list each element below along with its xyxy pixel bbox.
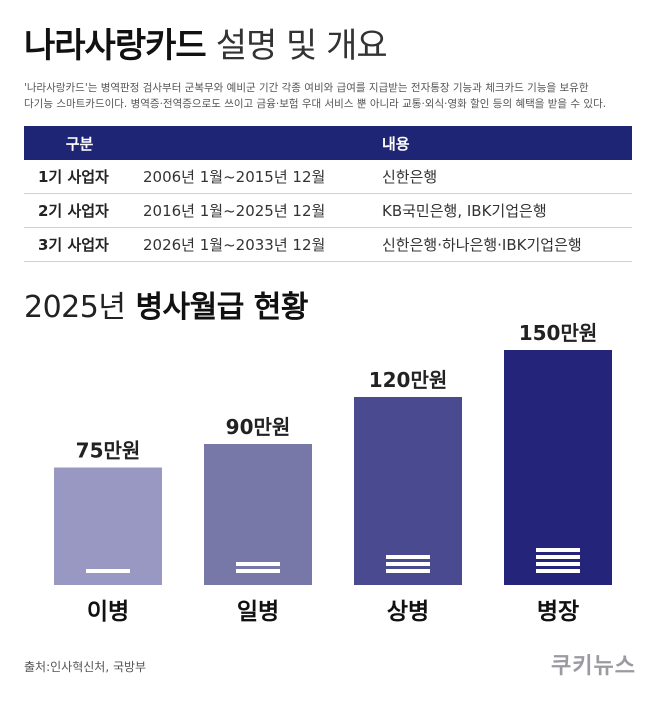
table-cell-phase: 3기 사업자 — [24, 227, 135, 262]
table-header-content: 내용 — [374, 126, 632, 160]
bar-3 — [354, 397, 462, 585]
rank-stripe — [536, 555, 580, 559]
table-row: 2기 사업자 2016년 1월~2025년 12월 KB국민은행, IBK기업은… — [24, 193, 632, 228]
rank-stripe — [536, 548, 580, 552]
table-cell-period: 2026년 1월~2033년 12월 — [135, 227, 374, 262]
description: '나라사랑카드'는 병역판정 검사부터 군복무와 예비군 기간 각종 여비와 급… — [24, 80, 634, 112]
bar-4 — [504, 350, 612, 585]
chart-title-bold: 병사월급 현황 — [135, 290, 308, 325]
rank-stripe — [536, 562, 580, 566]
table-row: 1기 사업자 2006년 1월~2015년 12월 신한은행 — [24, 160, 632, 194]
value-label: 75만원 — [76, 439, 141, 463]
table-row: 3기 사업자 2026년 1월~2033년 12월 신한은행·하나은행·IBK기… — [24, 227, 632, 262]
publisher-logo: 쿠키뉴스 — [551, 654, 636, 679]
bar-1 — [54, 467, 162, 585]
source-note: 출처:인사혁신처, 국방부 — [24, 660, 147, 674]
value-label: 120만원 — [369, 368, 448, 392]
title-light: 설명 및 개요 — [215, 26, 388, 66]
category-label: 일병 — [237, 599, 279, 625]
value-label: 90만원 — [226, 415, 291, 439]
description-line-2: 다기능 스마트카드이다. 병역증·전역증으로도 쓰이고 금융·보험 우대 서비스… — [24, 98, 607, 110]
title-bold: 나라사랑카드 — [24, 26, 207, 66]
rank-stripe — [236, 562, 280, 566]
provider-table: 구분 내용 1기 사업자 2006년 1월~2015년 12월 신한은행 2기 … — [24, 126, 632, 262]
rank-stripe — [386, 569, 430, 573]
chart-title: 2025년 병사월급 현황 — [24, 282, 308, 326]
table-cell-phase: 2기 사업자 — [24, 193, 135, 228]
table-cell-bank: 신한은행·하나은행·IBK기업은행 — [374, 227, 632, 262]
bar-2 — [204, 444, 312, 585]
table-cell-phase: 1기 사업자 — [24, 160, 135, 194]
table-cell-period: 2016년 1월~2025년 12월 — [135, 193, 374, 228]
table-cell-period: 2006년 1월~2015년 12월 — [135, 160, 374, 194]
category-label: 병장 — [537, 599, 579, 625]
rank-stripe — [386, 555, 430, 559]
rank-stripe — [386, 562, 430, 566]
rank-stripe — [536, 569, 580, 573]
table-header-category: 구분 — [24, 126, 135, 160]
table-header-row: 구분 내용 — [24, 126, 632, 160]
category-label: 상병 — [387, 599, 429, 625]
value-label: 150만원 — [519, 321, 598, 345]
table-header-period — [135, 126, 374, 160]
chart-title-year: 2025년 — [24, 290, 126, 325]
page-title: 나라사랑카드 설명 및 개요 — [24, 18, 388, 67]
table-cell-bank: KB국민은행, IBK기업은행 — [374, 193, 632, 228]
description-line-1: '나라사랑카드'는 병역판정 검사부터 군복무와 예비군 기간 각종 여비와 급… — [24, 82, 589, 94]
rank-stripe — [236, 569, 280, 573]
category-label: 이병 — [87, 599, 129, 625]
table-cell-bank: 신한은행 — [374, 160, 632, 194]
rank-stripe — [86, 569, 130, 573]
